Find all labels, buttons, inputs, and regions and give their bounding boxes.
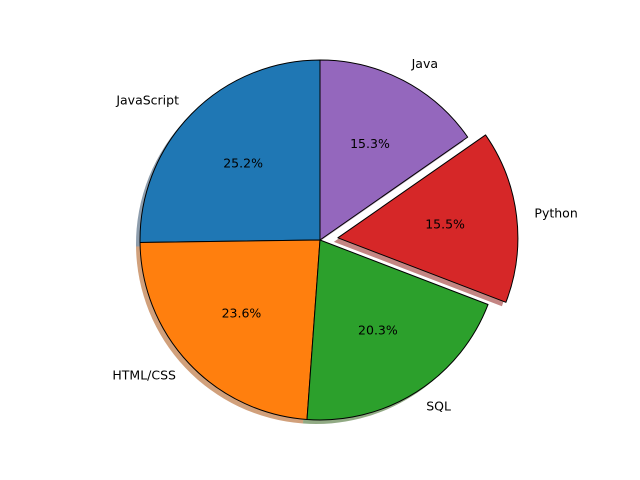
- slice-percent-javascript: 25.2%: [223, 156, 263, 171]
- slices: [139, 59, 519, 421]
- slice-label-html-css: HTML/CSS: [112, 367, 176, 382]
- slice-label-python: Python: [534, 205, 577, 220]
- slice-javascript: [139, 59, 321, 244]
- slice-labels: JavaScript 25.2% HTML/CSS 23.6% SQL 20.3% Pyth…: [112, 56, 577, 414]
- slice-percent-html-css: 23.6%: [222, 306, 262, 321]
- slice-html-css: [139, 239, 321, 421]
- slice-label-java: Java: [411, 56, 438, 71]
- slice-python: [337, 134, 519, 303]
- slice-label-sql: SQL: [426, 399, 451, 414]
- slice-label-javascript: JavaScript: [115, 92, 179, 107]
- slice-percent-java: 15.3%: [350, 136, 390, 151]
- slice-sql: [306, 239, 489, 421]
- slice-percent-sql: 20.3%: [358, 323, 398, 338]
- slice-percent-python: 15.5%: [425, 216, 465, 231]
- slice-java: [319, 59, 469, 241]
